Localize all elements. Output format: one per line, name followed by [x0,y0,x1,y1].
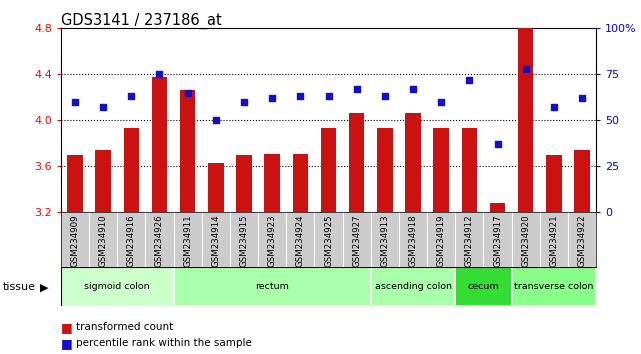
Point [492,142,503,147]
Text: cecum: cecum [468,282,499,291]
Point [379,93,390,99]
Point [211,118,221,123]
Text: transverse colon: transverse colon [514,282,594,291]
Bar [180,91,196,212]
Text: tissue: tissue [3,282,36,292]
Text: ascending colon: ascending colon [374,282,451,291]
Bar [320,129,337,212]
Bar [490,203,505,212]
Bar [546,155,562,212]
Bar [237,155,252,212]
Bar [349,114,365,212]
Text: GSM234922: GSM234922 [578,214,587,267]
Text: GSM234923: GSM234923 [268,214,277,267]
Bar [124,129,139,212]
Text: GSM234919: GSM234919 [437,214,445,267]
Text: GDS3141 / 237186_at: GDS3141 / 237186_at [61,12,222,29]
Point [351,86,362,92]
Text: transformed count: transformed count [76,322,173,332]
Text: GSM234926: GSM234926 [155,214,164,267]
Text: GSM234927: GSM234927 [352,214,361,267]
Text: GSM234910: GSM234910 [99,214,108,267]
Text: GSM234913: GSM234913 [380,214,389,267]
Text: GSM234917: GSM234917 [493,214,502,267]
Text: GSM234914: GSM234914 [212,214,221,267]
Bar [265,154,280,212]
Text: GSM234909: GSM234909 [71,214,79,267]
Text: GSM234918: GSM234918 [408,214,417,267]
Bar [208,163,224,212]
Text: sigmoid colon: sigmoid colon [85,282,150,291]
Bar [512,267,596,306]
Text: ■: ■ [61,337,72,350]
Point [436,99,446,105]
Text: GSM234921: GSM234921 [549,214,558,267]
Bar [462,129,477,212]
Bar [292,154,308,212]
Point [577,96,587,101]
Point [324,93,334,99]
Point [520,66,531,72]
Point [70,99,80,105]
Text: GSM234916: GSM234916 [127,214,136,267]
Point [267,96,278,101]
Bar [174,267,370,306]
Bar [152,76,167,212]
Bar [377,129,392,212]
Text: GSM234915: GSM234915 [240,214,249,267]
Point [549,105,559,110]
Point [183,90,193,96]
Point [408,86,418,92]
Bar [455,267,512,306]
Text: percentile rank within the sample: percentile rank within the sample [76,338,251,348]
Point [154,72,165,77]
Point [98,105,108,110]
Bar [96,150,111,212]
Text: rectum: rectum [255,282,289,291]
Point [464,77,474,83]
Text: GSM234924: GSM234924 [296,214,305,267]
Bar [518,28,533,212]
Point [296,93,306,99]
Bar [67,155,83,212]
Text: GSM234911: GSM234911 [183,214,192,267]
Text: GSM234920: GSM234920 [521,214,530,267]
Text: ▶: ▶ [40,282,49,292]
Bar [370,267,455,306]
Text: ■: ■ [61,321,72,334]
Point [239,99,249,105]
Bar [61,267,174,306]
Text: GSM234912: GSM234912 [465,214,474,267]
Bar [405,114,420,212]
Text: GSM234925: GSM234925 [324,214,333,267]
Bar [433,129,449,212]
Bar [574,150,590,212]
Point [126,93,137,99]
